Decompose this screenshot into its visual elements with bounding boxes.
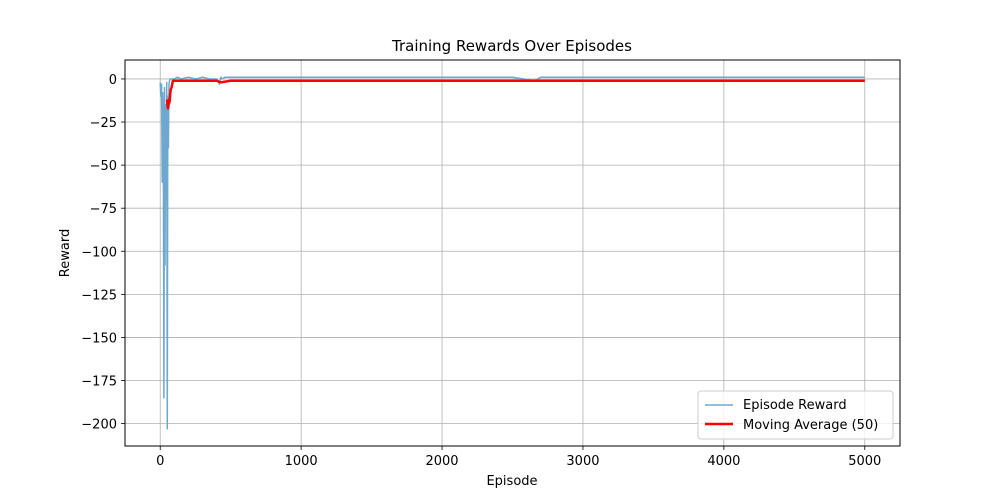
legend: Episode Reward Moving Average (50) (697, 390, 894, 440)
x-tick-label: 1000 (285, 454, 318, 469)
y-tick-label: −150 (81, 331, 117, 346)
y-tick-label: −100 (81, 245, 117, 260)
chart-title: Training Rewards Over Episodes (391, 37, 632, 55)
plot-frame (124, 59, 901, 447)
y-tick-label: −175 (81, 375, 117, 390)
y-tick-label: −25 (90, 116, 117, 131)
y-axis-label: Reward (58, 229, 73, 277)
x-tick-label: 3000 (566, 454, 599, 469)
series-lines (159, 76, 865, 430)
x-tick-label: 0 (156, 454, 164, 469)
legend-label-moving-average: Moving Average (50) (743, 418, 878, 433)
y-tick-label: −75 (90, 202, 117, 217)
y-tick-label: −50 (90, 159, 117, 174)
moving-average-line (165, 79, 865, 110)
axis-ticks: 0 1000 2000 3000 4000 5000 0 −25 −50 −75 −100 −125 −… (81, 73, 881, 469)
legend-label-episode-reward: Episode Reward (743, 398, 847, 413)
x-axis-label: Episode (486, 474, 537, 489)
y-tick-label: −125 (81, 288, 117, 303)
y-tick-label: −200 (81, 418, 117, 433)
x-tick-label: 5000 (848, 454, 881, 469)
episode-reward-line (159, 76, 865, 430)
x-tick-label: 2000 (425, 454, 458, 469)
x-tick-label: 4000 (707, 454, 740, 469)
grid (125, 60, 900, 446)
legend-box (697, 390, 894, 440)
y-tick-label: 0 (109, 73, 117, 88)
